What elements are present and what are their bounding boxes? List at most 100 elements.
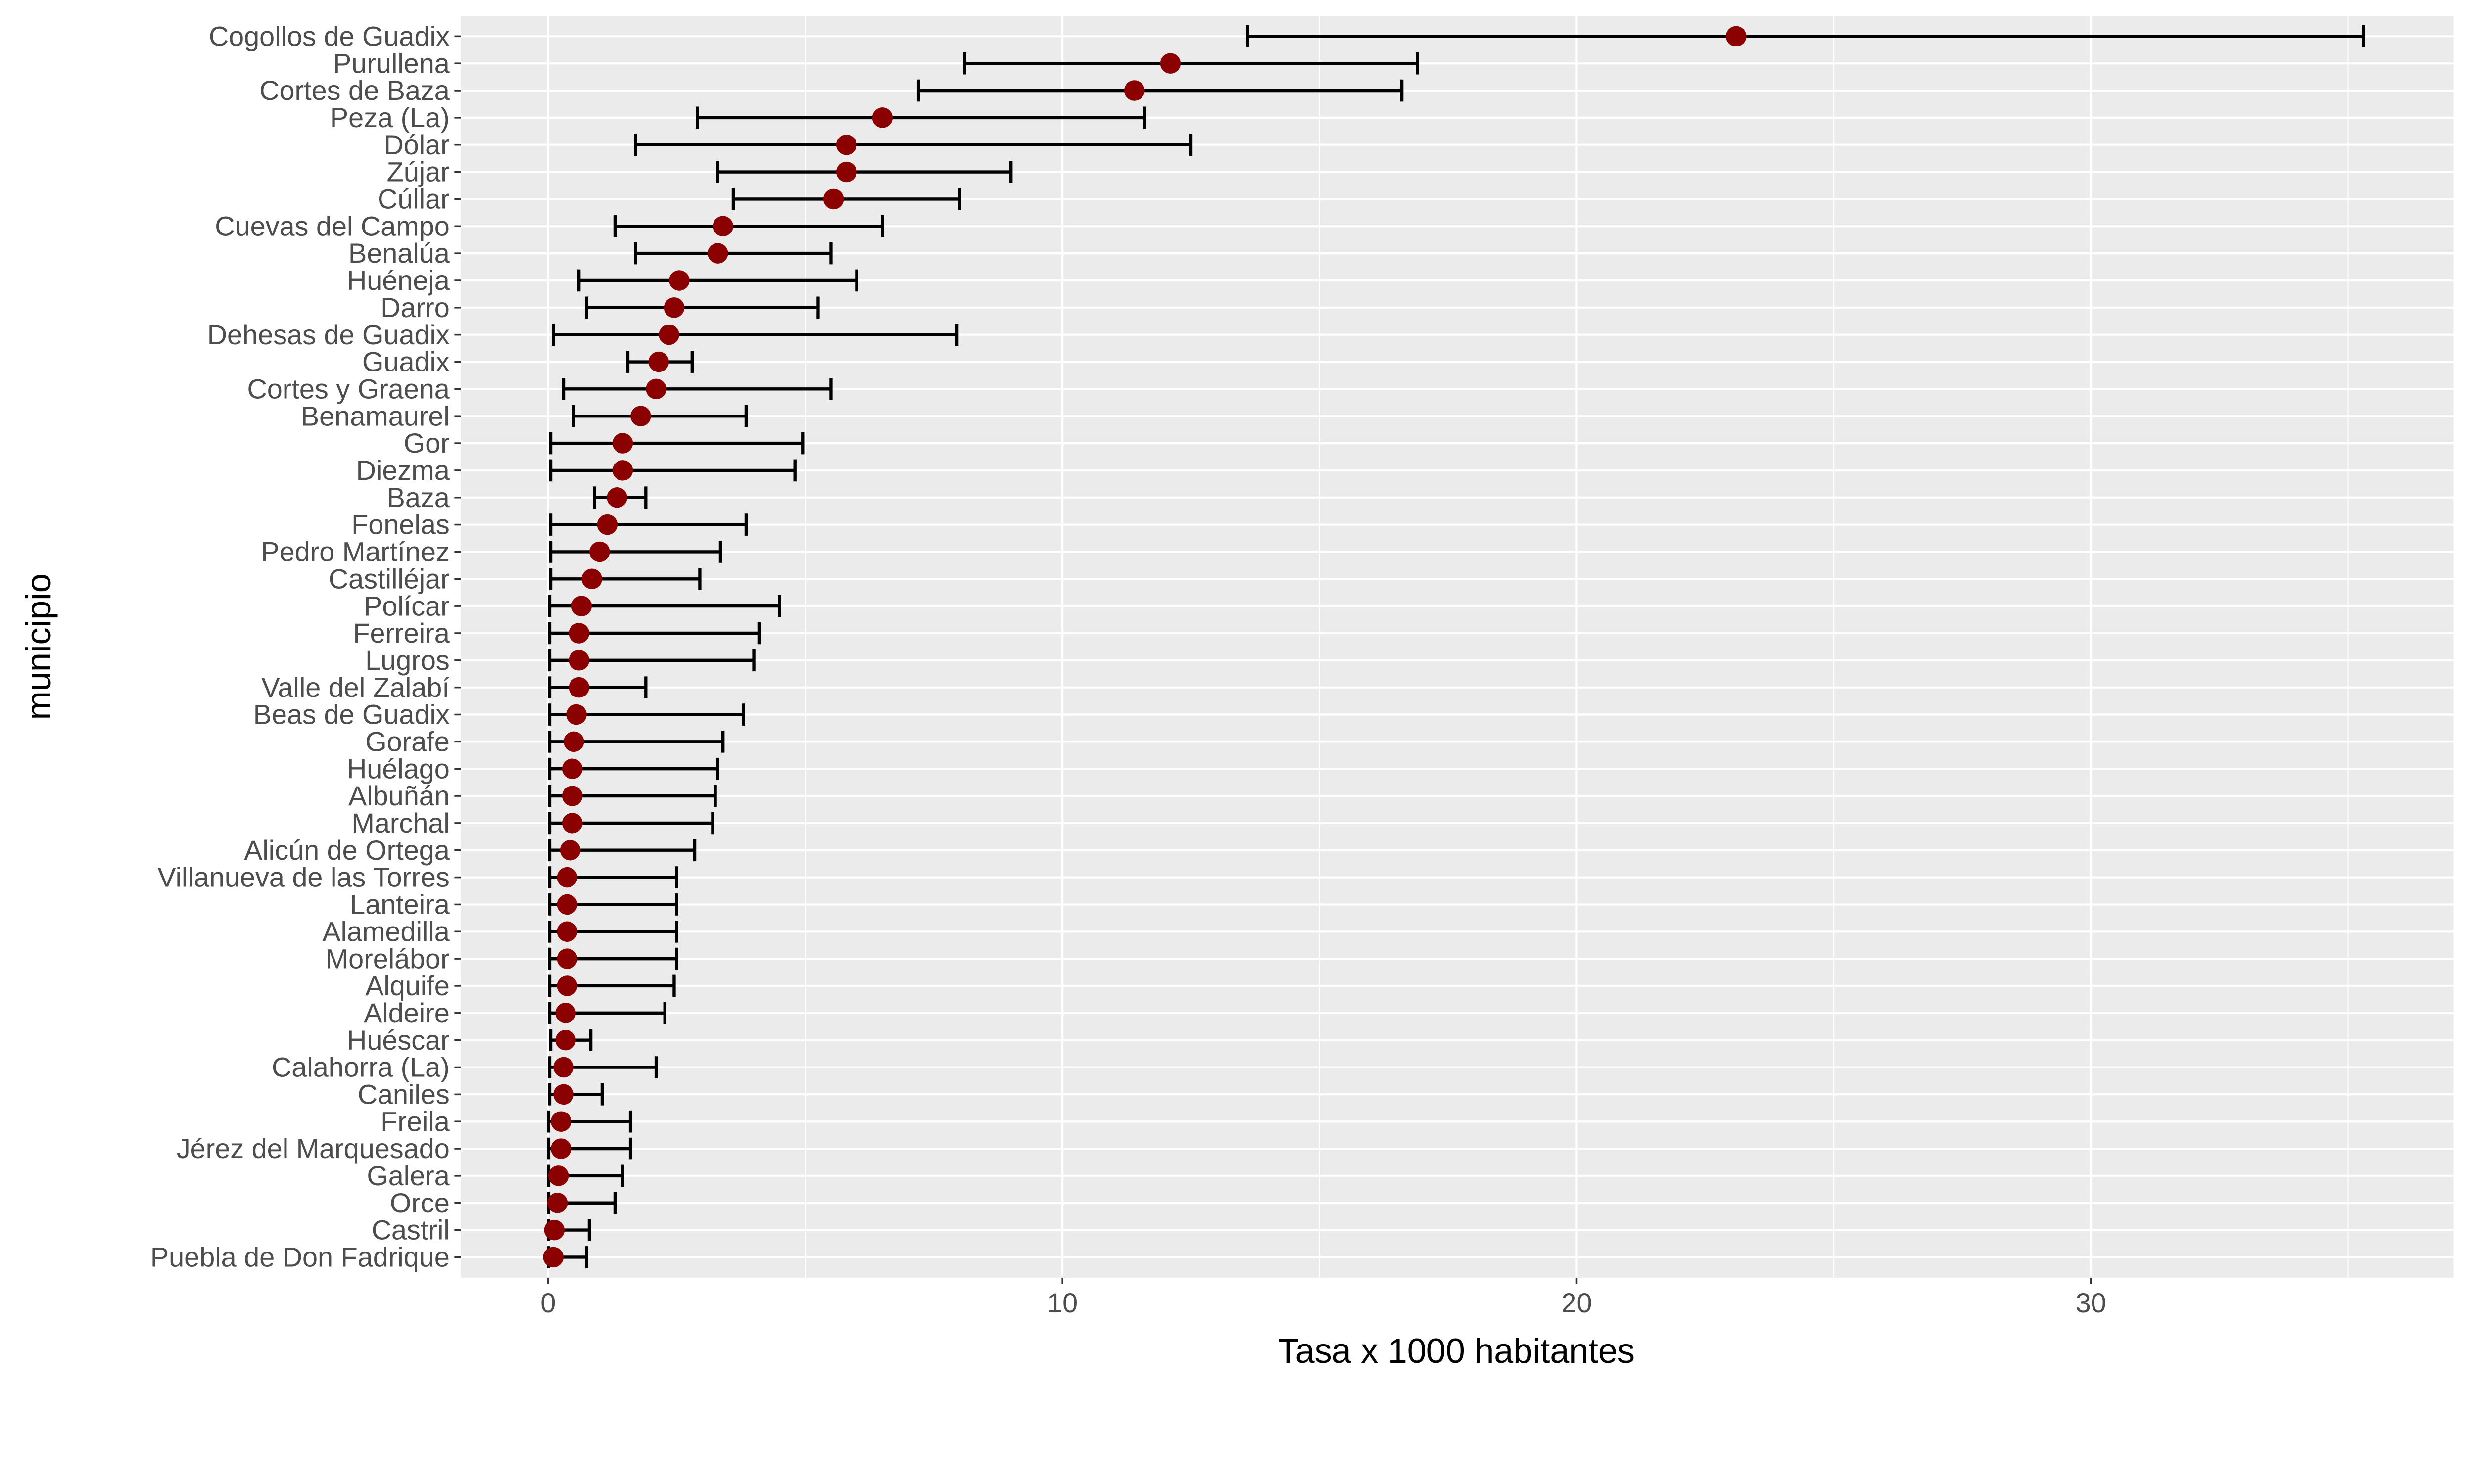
y-tick-label: Morelábor (326, 943, 450, 974)
data-point (872, 107, 893, 128)
errorbar-group (547, 1192, 617, 1214)
errorbar-group (549, 567, 702, 590)
y-tick-label: Fonelas (351, 509, 450, 540)
errorbar-group (731, 188, 961, 210)
errorbar-group (613, 215, 884, 237)
errorbar-group (548, 974, 676, 997)
y-tick-label: Alicún de Ortega (244, 835, 450, 866)
errorbar-group (548, 757, 719, 780)
data-point (708, 243, 728, 264)
y-tick-label: Valle del Zalabí (261, 672, 450, 703)
data-point (1160, 53, 1181, 74)
errorbar-group (549, 541, 722, 563)
errorbar-group (585, 296, 820, 319)
y-tick-label: Jérez del Marquesado (177, 1133, 450, 1164)
errorbar-group (548, 893, 678, 916)
data-point (713, 216, 733, 236)
y-tick-label: Benalúa (348, 237, 450, 269)
y-tick-label: Purullena (333, 47, 450, 79)
errorbar-group (548, 947, 678, 970)
data-point (823, 188, 844, 210)
data-point (569, 677, 589, 698)
errorbar-group (577, 269, 858, 292)
y-tick-label: Marchal (351, 807, 449, 838)
data-point (557, 948, 577, 969)
data-point (648, 351, 669, 372)
errorbar-group (548, 1002, 666, 1024)
y-axis-title: municipio (19, 573, 58, 720)
y-tick-label: Cogollos de Guadix (209, 20, 450, 51)
data-point (553, 1057, 574, 1078)
y-tick-label: Aldeire (364, 997, 450, 1028)
data-point (553, 1084, 574, 1105)
y-tick-label: Freila (381, 1106, 450, 1137)
errorbar-group (548, 676, 648, 698)
errorbar-group (548, 703, 745, 726)
errorbar-group (548, 595, 781, 617)
y-tick-label: Diezma (356, 455, 450, 486)
errorbar-group (547, 1137, 632, 1160)
errorbar-group (549, 459, 797, 482)
y-tick-label: Cortes de Baza (259, 75, 450, 106)
data-point (589, 541, 610, 562)
y-tick-label: Cúllar (378, 184, 450, 215)
data-point (566, 704, 587, 725)
errorbar-group (634, 242, 833, 265)
errorbar-group (548, 1083, 604, 1106)
y-tick-label: Puebla de Don Fadrique (150, 1242, 450, 1273)
errorbar-group (544, 1219, 591, 1241)
data-point (548, 1165, 569, 1186)
y-tick-label: Pedro Martínez (261, 536, 449, 567)
data-point (555, 1003, 576, 1023)
errorbar-group (548, 920, 678, 943)
errorbar-group (963, 52, 1419, 75)
y-tick-label: Guadix (362, 346, 450, 377)
y-tick-label: Cuevas del Campo (215, 210, 450, 241)
y-tick-label: Zújar (387, 156, 450, 187)
data-point (1725, 26, 1747, 47)
data-point (560, 840, 581, 861)
y-tick-label: Huéscar (347, 1024, 450, 1056)
data-point (562, 813, 583, 834)
data-point (836, 161, 857, 183)
data-point (1124, 80, 1145, 101)
data-point (836, 135, 857, 155)
errorbar-group (696, 106, 1146, 129)
errorbar-group (593, 486, 648, 509)
y-tick-label: Huélago (347, 753, 450, 784)
errorbar-group (548, 1056, 658, 1078)
data-point (612, 460, 633, 481)
data-point (551, 1111, 571, 1132)
y-tick-label: Beas de Guadix (253, 699, 450, 730)
errorbar-group (548, 731, 725, 753)
x-tick-label: 20 (1561, 1287, 1592, 1318)
y-tick-label: Alamedilla (322, 916, 450, 947)
errorbar-group (547, 1110, 632, 1133)
data-point (597, 514, 618, 535)
x-axis-title: Tasa x 1000 habitantes (1278, 1331, 1635, 1370)
y-tick-label: Albuñán (348, 780, 450, 811)
y-tick-label: Peza (La) (330, 102, 450, 133)
y-tick-label: Alquife (365, 970, 450, 1001)
data-point (564, 731, 584, 752)
errorbar-group (549, 513, 748, 536)
y-tick-label: Benamaurel (301, 400, 450, 431)
data-point (612, 433, 633, 454)
errorbar-group (1246, 25, 2365, 47)
data-marks (543, 25, 2365, 1268)
errorbar-group (548, 839, 697, 862)
plot-panel (461, 15, 2454, 1278)
errorbar-group (547, 1164, 624, 1187)
data-point (555, 1029, 576, 1051)
errorbar-group (572, 405, 748, 427)
errorbar-group (552, 324, 959, 346)
data-point (544, 1219, 565, 1241)
data-point (569, 650, 589, 671)
errorbar-group (548, 785, 717, 807)
errorbar-group (634, 134, 1193, 156)
y-tick-label: Polícar (364, 590, 450, 621)
y-tick-label: Orce (390, 1187, 450, 1218)
x-axis: 0 10 20 30 (540, 1277, 2106, 1318)
y-tick-label: Villanueva de las Torres (157, 862, 449, 893)
